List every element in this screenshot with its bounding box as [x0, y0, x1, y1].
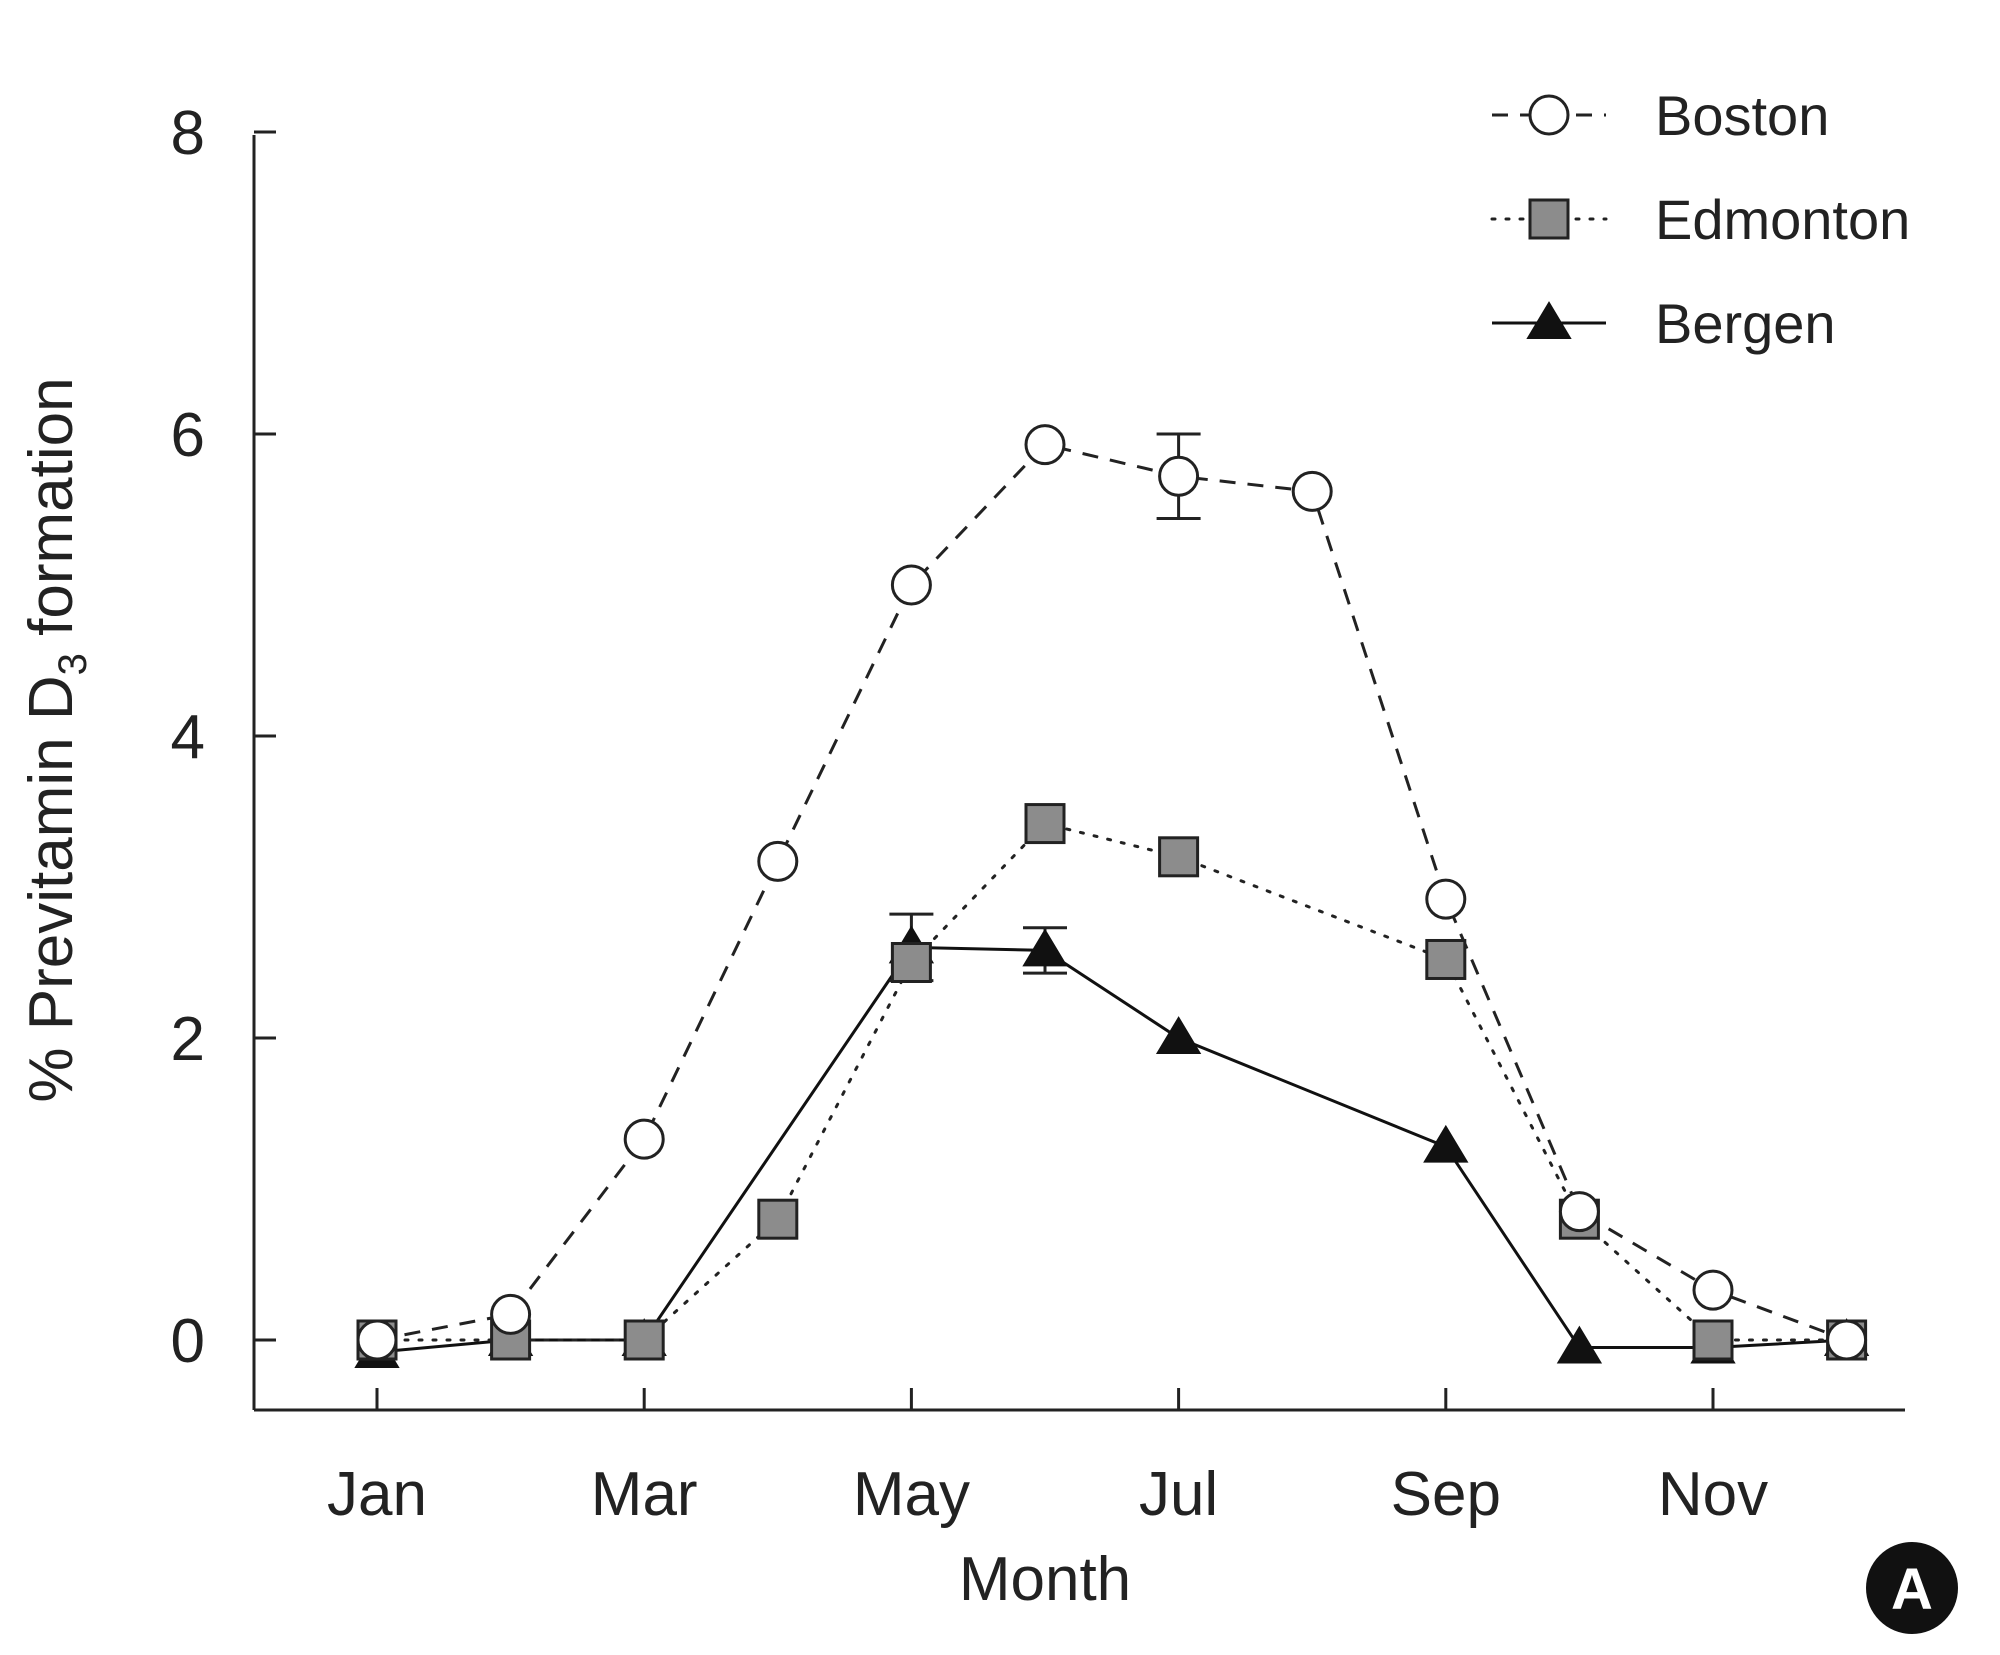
y-axis-title-main: % Previtamin D: [17, 675, 86, 1102]
data-point-boston: [490, 1293, 532, 1335]
data-point-boston: [1291, 470, 1333, 512]
x-axis-title: Month: [959, 1545, 1131, 1614]
data-point-edmonton: [1024, 803, 1066, 845]
data-point-bergen: [1556, 1325, 1603, 1364]
legend-marker-edmonton: [1528, 198, 1570, 240]
series-bergen-markers: [354, 912, 1870, 1369]
data-point-boston: [1024, 424, 1066, 466]
series-boston-markers: [356, 424, 1868, 1361]
series-bergen-line: [376, 945, 1847, 1354]
legend-marker-boston: [1528, 94, 1570, 136]
data-point-edmonton: [890, 942, 932, 983]
axes: 0 2 4 6 8 Jan Mar May Jul Sep Nov: [171, 99, 1905, 1529]
panel-badge-label: A: [1891, 1557, 1933, 1622]
x-tick-label: Jul: [1139, 1460, 1218, 1529]
series-boston-line-group: [376, 442, 1848, 1342]
y-axis-title: % Previtamin D3 formation: [17, 377, 95, 1102]
data-point-edmonton: [757, 1198, 799, 1240]
legend-item-bergen: Bergen: [1492, 292, 1836, 355]
legend: Boston Edmonton Bergen: [1490, 84, 1910, 355]
data-point-boston: [356, 1319, 398, 1361]
y-tick-label: 8: [171, 99, 205, 168]
legend-label-bergen: Bergen: [1655, 292, 1836, 355]
data-point-boston: [890, 564, 932, 606]
series-boston-line: [376, 442, 1848, 1342]
data-point-boston: [1425, 878, 1467, 920]
data-point-boston: [1158, 455, 1200, 497]
legend-label-boston: Boston: [1655, 84, 1829, 147]
y-tick-label: 2: [171, 1005, 205, 1074]
data-point-boston: [623, 1118, 665, 1160]
series-bergen-line-group: [376, 945, 1847, 1354]
data-point-boston: [757, 840, 799, 882]
data-point-bergen: [1423, 1124, 1469, 1163]
y-tick-label: 6: [171, 401, 205, 470]
y-axis-title-subscript: 3: [51, 653, 95, 675]
x-tick-label: Nov: [1658, 1460, 1768, 1529]
series-edmonton-line: [375, 821, 1849, 1342]
data-point-bergen: [1155, 1016, 1202, 1054]
legend-item-edmonton: Edmonton: [1490, 188, 1910, 251]
data-point-edmonton: [1425, 938, 1467, 980]
legend-marker-bergen: [1526, 301, 1572, 339]
series-layer: [354, 424, 1870, 1369]
data-point-boston: [1692, 1269, 1734, 1311]
x-tick-label: Sep: [1391, 1460, 1501, 1529]
panel-badge: A: [1866, 1542, 1958, 1634]
x-tick-label: Mar: [591, 1460, 698, 1529]
series-edmonton-markers: [356, 803, 1868, 1361]
x-tick-label: Jan: [327, 1460, 427, 1529]
data-point-bergen: [1022, 928, 1068, 967]
data-point-edmonton: [1692, 1319, 1734, 1361]
legend-item-boston: Boston: [1492, 84, 1829, 147]
data-point-boston: [1558, 1191, 1600, 1233]
series-edmonton-line-group: [375, 821, 1849, 1342]
data-point-boston: [1826, 1319, 1868, 1361]
panel-badge-circle: [1866, 1542, 1958, 1634]
y-axis-title-tail: formation: [17, 377, 86, 653]
data-point-edmonton: [1158, 836, 1200, 878]
x-tick-label: May: [853, 1460, 970, 1529]
y-tick-label: 0: [171, 1307, 205, 1376]
legend-label-edmonton: Edmonton: [1655, 188, 1910, 251]
y-tick-label: 4: [171, 703, 205, 772]
data-point-edmonton: [623, 1319, 665, 1361]
